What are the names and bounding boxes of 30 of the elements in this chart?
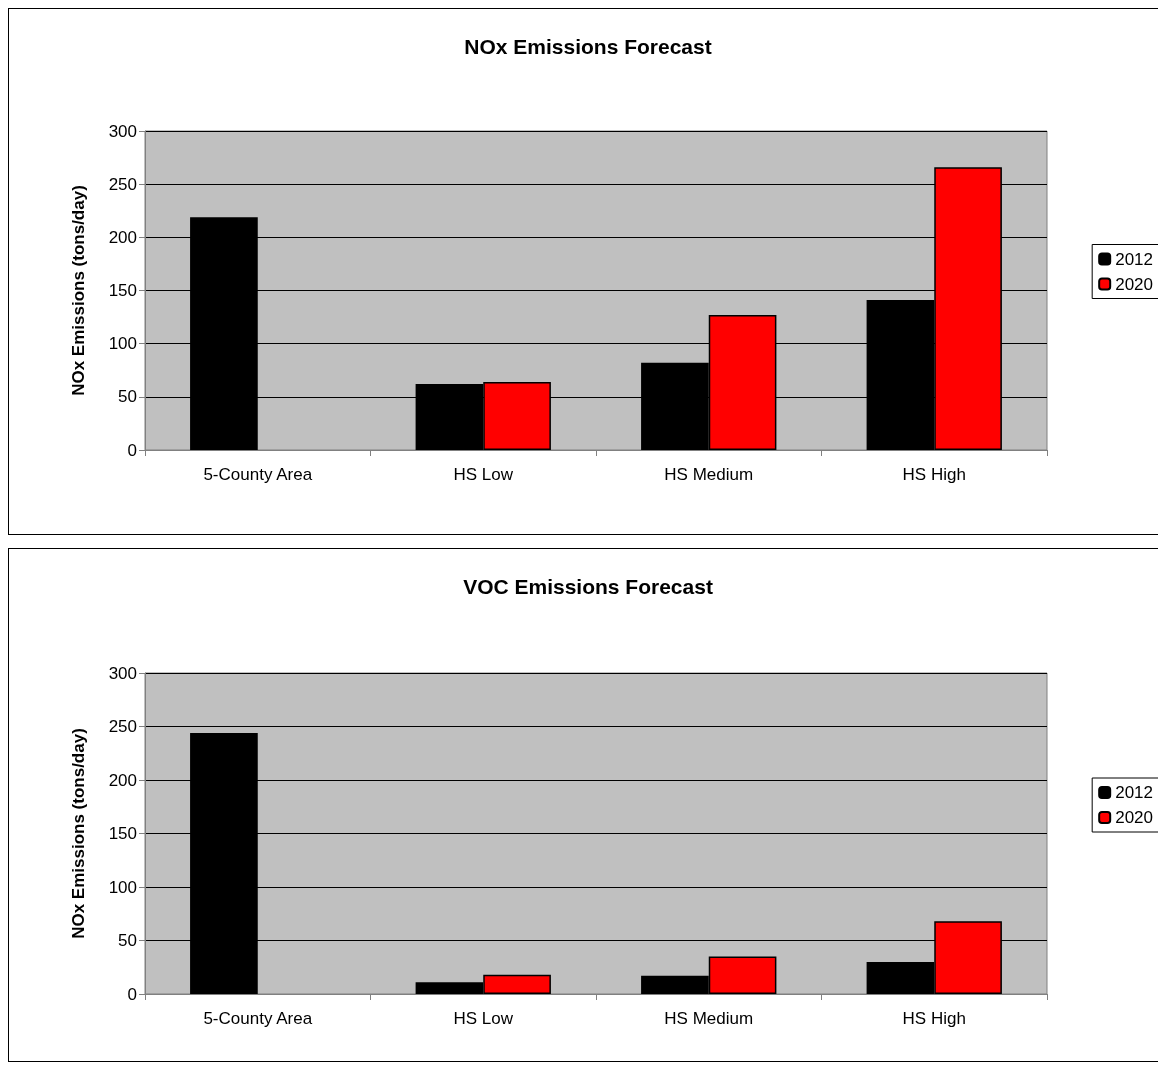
y-tick-label: 250	[108, 717, 137, 736]
y-axis-title: NOx Emissions (tons/day)	[69, 728, 88, 939]
y-tick-label: 300	[108, 663, 137, 683]
y-tick-label: 100	[108, 334, 137, 354]
legend-label: 2020	[1115, 274, 1154, 294]
y-tick-label: 0	[127, 440, 137, 460]
y-axis-title: NOx Emissions (tons/day)	[69, 185, 88, 396]
y-tick-label: 50	[118, 387, 137, 407]
y-tick-label: 100	[108, 877, 137, 897]
y-tick-label: 200	[108, 770, 137, 790]
x-tick-label: HS High	[902, 465, 966, 484]
x-tick-label: HS Low	[453, 465, 514, 484]
y-tick-label: 250	[108, 174, 137, 194]
y-tick-label: 200	[108, 227, 137, 247]
y-tick-label: 300	[108, 121, 137, 141]
y-tick-label: 50	[118, 931, 137, 950]
x-tick-label: HS Medium	[664, 1009, 754, 1028]
x-tick-label: HS Medium	[664, 465, 754, 484]
legend-label: 2012	[1115, 783, 1154, 802]
chart-title: NOx Emissions Forecast	[464, 35, 712, 58]
legend-label: 2020	[1115, 808, 1154, 827]
x-tick-label: HS Low	[453, 1009, 514, 1028]
chart-title: VOC Emissions Forecast	[463, 575, 713, 598]
y-tick-label: 150	[108, 281, 137, 300]
y-tick-label: 150	[108, 824, 137, 843]
x-tick-label: 5-County Area	[203, 465, 313, 484]
legend-label: 2012	[1115, 249, 1154, 269]
x-tick-label: 5-County Area	[203, 1009, 313, 1028]
y-tick-label: 0	[127, 984, 137, 1004]
x-tick-label: HS High	[902, 1009, 966, 1028]
